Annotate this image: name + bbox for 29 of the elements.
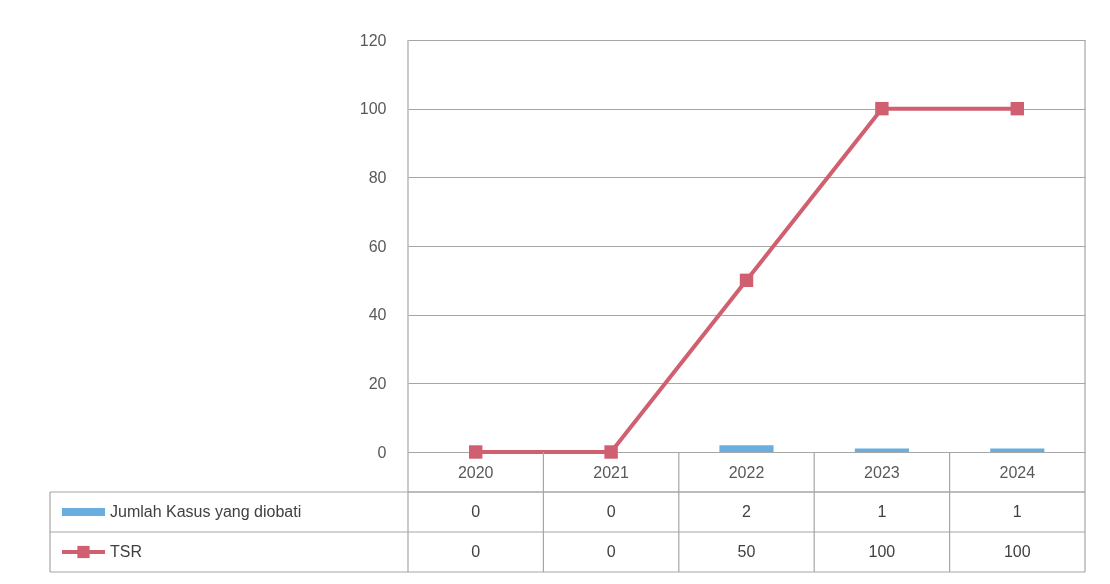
data-label: 0 — [606, 503, 616, 520]
x-tick-label: 2021 — [593, 463, 629, 481]
data-label: 2 — [742, 503, 752, 520]
y-tick-label: 20 — [368, 374, 387, 392]
y-tick-label: 60 — [368, 237, 387, 255]
point — [875, 101, 889, 116]
y-tick-label: 120 — [359, 31, 387, 49]
y-tick-label: 100 — [359, 100, 387, 118]
data-label: 0 — [471, 543, 481, 560]
legend-label: Jumlah Kasus yang diobati — [110, 503, 302, 520]
point — [739, 273, 754, 288]
data-label: 100 — [868, 543, 896, 560]
data-label: 1 — [877, 503, 887, 520]
point — [604, 445, 618, 459]
data-label: 0 — [606, 543, 616, 560]
y-tick-label: 0 — [377, 443, 387, 461]
x-tick-label: 2020 — [457, 463, 494, 481]
y-tick-label: 80 — [368, 168, 387, 186]
x-tick-label: 2022 — [728, 463, 765, 481]
data-label: 50 — [737, 543, 756, 560]
data-label: 0 — [471, 503, 481, 520]
point — [1010, 101, 1025, 116]
x-tick-label: 2023 — [864, 463, 900, 481]
x-tick-label: 2024 — [999, 463, 1036, 481]
data-label: 100 — [1003, 543, 1031, 560]
point — [468, 445, 483, 459]
legend-label: TSR — [110, 543, 142, 560]
y-tick-label: 40 — [368, 306, 387, 324]
data-label: 1 — [1012, 503, 1022, 520]
